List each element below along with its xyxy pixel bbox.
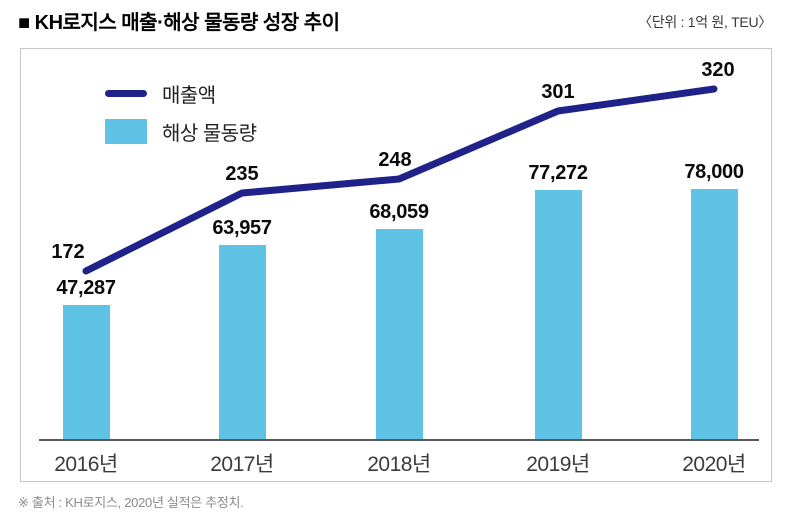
volume-value-label: 78,000: [684, 161, 744, 183]
revenue-value-label: 248: [378, 149, 412, 171]
volume-value-label: 68,059: [369, 201, 429, 223]
revenue-value-label: 235: [225, 163, 259, 185]
volume-value-label: 63,957: [212, 217, 272, 239]
volume-bar: [690, 189, 738, 439]
page-title: ■ KH로지스 매출·해상 물동량 성장 추이: [18, 12, 340, 34]
x-axis-label: 2016년: [54, 453, 118, 476]
x-axis-label: 2020년: [682, 453, 746, 476]
volume-bar: [62, 305, 110, 439]
unit-note: 〈단위 : 1억 원, TEU〉: [638, 14, 772, 30]
x-axis-label: 2019년: [526, 453, 590, 476]
volume-value-label: 77,272: [528, 162, 588, 184]
volume-bar: [218, 245, 266, 439]
x-axis-line: [39, 439, 759, 441]
source-note: ※ 출처 : KH로지스, 2020년 실적은 추정치.: [18, 495, 244, 510]
x-axis-label: 2018년: [367, 453, 431, 476]
revenue-value-label: 320: [701, 59, 735, 81]
volume-value-label: 47,287: [56, 277, 116, 299]
plot-area: 47,287 172 2016년 63,957 235 2017년 68,059 248 201…: [21, 49, 771, 481]
volume-bar: [534, 190, 582, 439]
chart-panel: 매출액 해상 물동량 47,287 172 2016년 63,957 235 2017년 6…: [20, 48, 772, 482]
revenue-value-label: 172: [51, 241, 85, 263]
revenue-value-label: 301: [541, 81, 575, 103]
volume-bar: [375, 229, 423, 439]
x-axis-label: 2017년: [210, 453, 274, 476]
